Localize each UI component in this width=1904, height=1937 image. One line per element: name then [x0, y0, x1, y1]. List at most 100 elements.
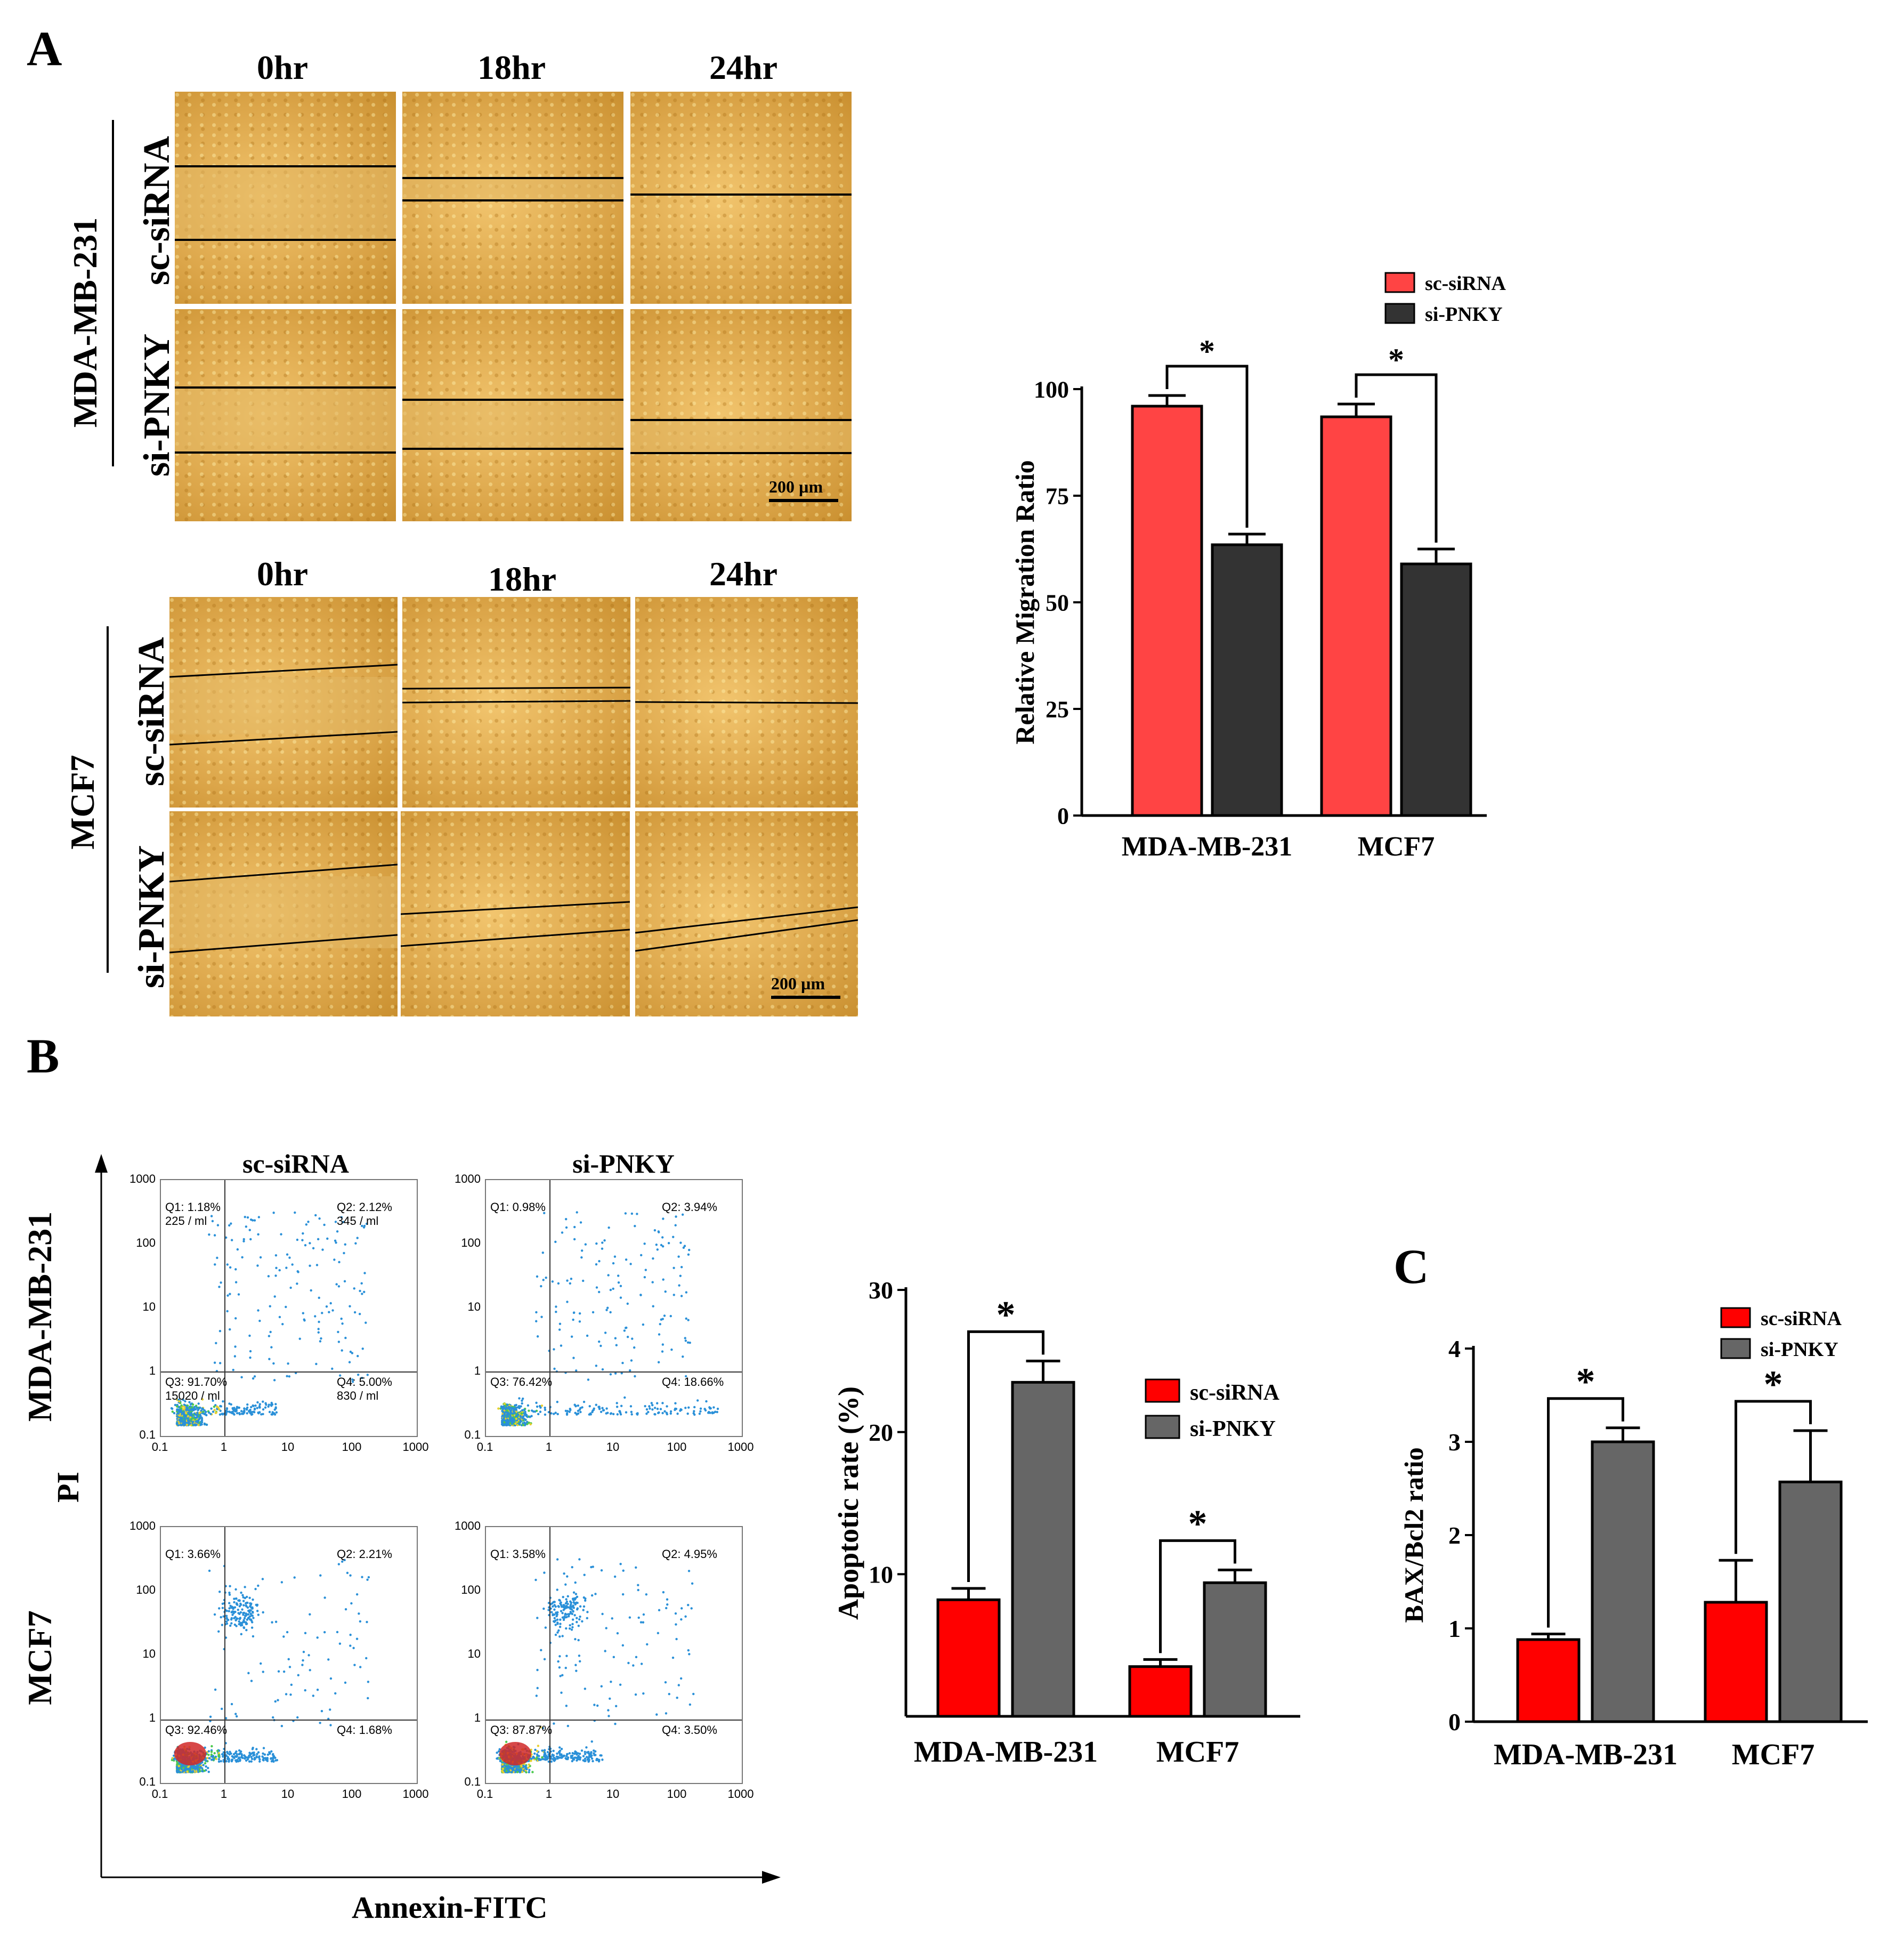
facs-dot	[604, 1331, 607, 1334]
facs-dot	[567, 1606, 570, 1609]
facs-dot	[684, 1337, 686, 1339]
facs-dot	[274, 1407, 277, 1410]
facs-dot	[616, 1413, 619, 1416]
facs-dot	[642, 1613, 645, 1616]
facs-dot	[601, 1407, 604, 1409]
facs-dot	[614, 1705, 618, 1707]
facs-dot	[577, 1752, 579, 1755]
facs-dot	[536, 1617, 539, 1619]
facs-dot	[600, 1754, 603, 1757]
facs-dot	[619, 1563, 622, 1565]
facs-dot	[519, 1419, 522, 1422]
facs-dot	[177, 1765, 180, 1767]
facs-dot	[561, 1612, 564, 1615]
legend-swatch-sc-siRNA	[1720, 1307, 1751, 1328]
facs-col-title-si: si-PNKY	[572, 1149, 675, 1179]
facs-dot	[256, 1264, 259, 1267]
facs-dot	[243, 1754, 246, 1757]
facs-dot	[539, 1726, 542, 1729]
facs-dot	[678, 1284, 680, 1287]
facs-x-tick-label: 10	[606, 1440, 620, 1454]
facs-dot	[249, 1604, 252, 1608]
facs-dot	[272, 1362, 275, 1365]
facs-dot	[535, 1401, 538, 1405]
facs-dot	[571, 1623, 574, 1626]
facs-dot	[262, 1400, 264, 1403]
facs-dot	[613, 1575, 617, 1578]
x-category-label: MCF7	[1358, 832, 1435, 862]
facs-dot	[256, 1401, 259, 1404]
facs-dot	[338, 1642, 342, 1645]
facs-dot	[177, 1410, 180, 1413]
facs-dot	[242, 1604, 245, 1607]
facs-dot	[630, 1359, 633, 1362]
facs-dot	[553, 1617, 556, 1619]
facs-y-tick-label: 10	[467, 1647, 481, 1660]
facs-dot	[649, 1407, 651, 1410]
facs-dot	[240, 1413, 244, 1415]
facs-dot	[333, 1258, 336, 1261]
facs-dot	[661, 1343, 665, 1346]
facs-dot	[573, 1403, 576, 1406]
facs-dot	[183, 1769, 185, 1772]
facs-dot	[554, 1624, 557, 1626]
facs-dot	[656, 1402, 659, 1405]
facs-dot	[564, 1605, 568, 1608]
facs-dot	[319, 1340, 322, 1343]
facs-dot	[578, 1558, 581, 1561]
facs-dot	[661, 1318, 664, 1320]
facs-dot	[251, 1752, 254, 1754]
facs-dot	[201, 1398, 204, 1401]
facs-dot	[558, 1666, 561, 1669]
facs-dot	[199, 1414, 202, 1417]
y-tick-label: 75	[1046, 483, 1069, 509]
facs-dot	[230, 1617, 233, 1620]
facs-dot	[198, 1770, 201, 1773]
facs-dot	[241, 1756, 244, 1760]
facs-dot	[597, 1290, 601, 1294]
facs-dot	[315, 1362, 318, 1366]
facs-y-tick-label: 100	[136, 1236, 156, 1249]
facs-dot	[705, 1400, 708, 1403]
facs-dot	[570, 1278, 573, 1280]
facs-dot	[590, 1740, 593, 1743]
facs-dot	[513, 1416, 516, 1419]
facs-dot	[213, 1613, 216, 1616]
facs-dot	[229, 1604, 232, 1608]
facs-q2-label: Q2: 2.21%	[337, 1547, 392, 1561]
facs-dot	[238, 1620, 240, 1623]
facs-x-tick-label: 0.1	[476, 1787, 493, 1801]
facs-dot	[642, 1692, 645, 1695]
facs-dot	[547, 1609, 550, 1611]
facs-dot	[235, 1625, 238, 1627]
facs-dot	[288, 1375, 291, 1378]
facs-dot	[285, 1305, 287, 1309]
facs-dot	[232, 1368, 234, 1371]
facs-dot	[623, 1329, 626, 1332]
facs-dot	[634, 1375, 636, 1378]
facs-dot	[225, 1609, 228, 1612]
facs-dot	[258, 1403, 261, 1406]
facs-dot	[550, 1611, 553, 1613]
facs-dot	[537, 1745, 540, 1747]
facs-dot	[327, 1717, 330, 1721]
facs-dot	[569, 1282, 572, 1285]
facs-dot	[540, 1315, 543, 1318]
facs-dot	[680, 1295, 683, 1297]
facs-dot	[366, 1578, 369, 1581]
facs-dot	[655, 1713, 658, 1716]
facs-dot	[246, 1618, 249, 1621]
facs-dot	[186, 1770, 189, 1773]
facs-dot	[253, 1411, 256, 1414]
facs-dot	[201, 1408, 205, 1410]
facs-dot	[234, 1616, 237, 1618]
facs-dot	[510, 1419, 513, 1422]
facs-dot	[353, 1664, 356, 1666]
facs-dot	[230, 1403, 232, 1406]
facs-dot	[182, 1411, 184, 1415]
facs-dot	[213, 1234, 216, 1237]
facs-dot	[572, 1357, 575, 1359]
facs-dot	[654, 1413, 657, 1416]
y-axis-title: Apoptotic rate (%)	[832, 1386, 864, 1620]
facs-dot	[670, 1348, 673, 1351]
